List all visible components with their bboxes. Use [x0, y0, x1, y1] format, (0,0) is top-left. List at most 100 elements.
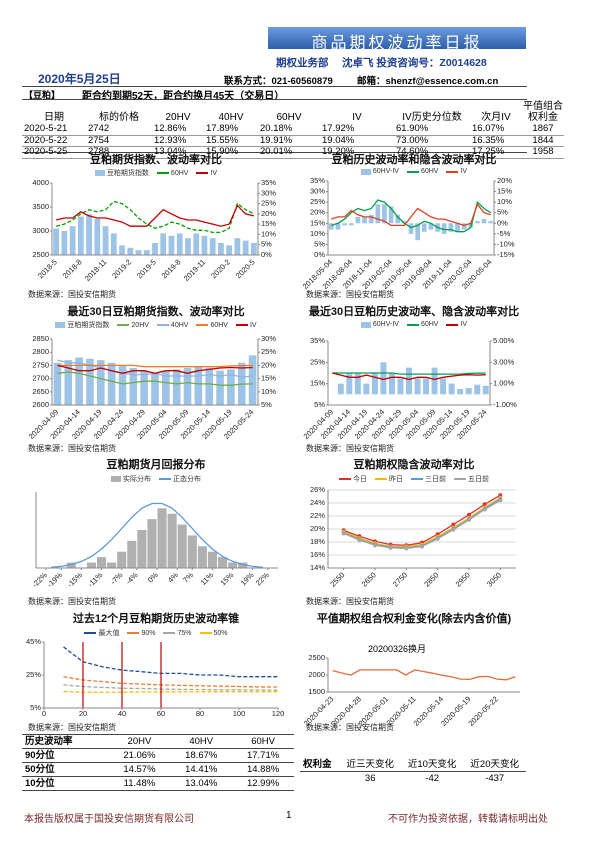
- legend-item: 正态分布: [159, 474, 201, 484]
- chart-plot: 0%5%10%15%20%25%30%35%-15%-10%-5%0%5%10%…: [301, 176, 515, 291]
- cell: 1844: [532, 134, 554, 146]
- chart-plot: -22%-19% -15% -11% -7% -4% 0% 4% 7% 11% 15% 19%22%: [30, 492, 278, 589]
- y2-tick-label: 0%: [497, 218, 508, 227]
- bar: [160, 233, 167, 255]
- legend-label: IV: [460, 168, 468, 175]
- legend-item: 60HV: [406, 168, 439, 175]
- bar: [183, 368, 192, 405]
- contact: 联系方式：021-60560879: [224, 76, 333, 87]
- bar: [355, 216, 361, 224]
- chart-panel: 0% 5% 10% 15% 20% 25% 30% 35% -15% -10% -5% 0% 5% 10%…: [298, 153, 530, 301]
- header-row: 日期 标的价格 20HV 40HV 60HV IV IV历史分位数 次月IV 平值组合权利金: [22, 100, 564, 124]
- cell: 2788: [88, 146, 110, 157]
- y-tick-label: 45%: [26, 637, 41, 646]
- y-tick-label: 35%: [310, 176, 325, 185]
- row-label: 权利金: [303, 759, 332, 770]
- chart-plot: 5%15%25%35%-1.00%1.00%3.00%5.00%2020-04-…: [302, 336, 518, 441]
- x-tick-label: 11%: [199, 570, 216, 587]
- line: [331, 202, 491, 227]
- point: [404, 546, 409, 551]
- bar: [216, 370, 224, 405]
- x-tick-label: -22%: [30, 570, 49, 589]
- rule: [22, 86, 527, 87]
- x-tick-label: 0%: [146, 570, 160, 584]
- y2-tick-label: 10%: [497, 197, 512, 206]
- legend-item: 五日前: [454, 474, 489, 484]
- y-tick-label: 2500: [308, 653, 325, 662]
- bar: [431, 367, 438, 395]
- legend-label: 60HV: [420, 168, 439, 175]
- legend-swatch: [406, 170, 419, 173]
- footer-right: 不可作为投资依据，转载请标明出处: [388, 814, 548, 825]
- bar: [75, 357, 83, 405]
- y-tick-label: 2500: [32, 250, 49, 259]
- line: [332, 669, 516, 681]
- cell: 13.04%: [154, 146, 187, 157]
- y2-tick-label: 5%: [497, 208, 508, 217]
- y-tick-label: 5%: [314, 400, 325, 409]
- section-tag: 【豆粕】: [24, 90, 61, 100]
- y2-tick-label: -15%: [497, 250, 515, 259]
- legend-label: 豆粕期货指数: [67, 322, 110, 329]
- legend-swatch: [55, 322, 66, 328]
- legend-item: IV: [446, 168, 467, 175]
- chart-title: 平值期权组合权利金变化(除去内含价值): [316, 613, 512, 625]
- chart-title: 豆粕历史波动率和隐含波动率对比: [331, 154, 497, 166]
- source-note: 数据来源：国投安信期货: [306, 723, 394, 732]
- cell: 1958: [532, 146, 554, 157]
- chart-panel: 2600 2650 2700 2750 2800 2850 5% 10% 15% 20% 25% 30…: [20, 305, 292, 455]
- legend-label: 40HV: [170, 321, 189, 329]
- y2-tick-label: -10%: [497, 239, 515, 248]
- chart-title: 最近30日豆粕历史波动率、隐含波动率对比: [308, 306, 520, 318]
- line: [55, 200, 255, 234]
- bar: [228, 562, 238, 568]
- chart-title: 豆粕期货指数、波动率对比: [90, 154, 222, 166]
- x-tick-label: 2018-5: [36, 257, 59, 280]
- legend-item: 60HV-IV: [360, 321, 399, 328]
- y-tick-label: 3000: [32, 226, 49, 235]
- bar: [194, 366, 203, 405]
- x-tick-label: 2019-8: [160, 257, 183, 280]
- cell: 1867: [532, 123, 554, 134]
- y2-tick-label: 20%: [261, 360, 276, 369]
- x-tick-label: 2020-05-22: [466, 694, 499, 727]
- column-header: 20HV: [165, 112, 191, 123]
- y-tick-label: 22%: [310, 511, 325, 520]
- y-tick-label: 35%: [310, 336, 325, 345]
- point: [388, 545, 393, 550]
- bar: [455, 223, 460, 232]
- legend: 60HV-IV 60HV IV: [298, 321, 530, 328]
- cell: 2020-5-22: [24, 134, 68, 146]
- line: [57, 371, 253, 386]
- line: [51, 502, 263, 568]
- x-tick-label: -19%: [45, 570, 64, 589]
- bar: [354, 373, 361, 395]
- legend-swatch: [446, 170, 459, 173]
- y2-tick-label: 30%: [261, 334, 276, 343]
- premium-table: 权利金 近三天变化 近10天变化 近20天变化 36 -42 -437: [300, 758, 526, 785]
- bar: [201, 235, 208, 255]
- y2-tick-label: -1.00%: [493, 400, 517, 409]
- line: [55, 204, 255, 227]
- bar: [415, 223, 420, 241]
- x-tick-label: 60: [157, 709, 165, 718]
- x-tick-label: 2750: [391, 570, 409, 588]
- bar: [172, 369, 181, 405]
- cell: 36: [364, 773, 376, 784]
- bar: [406, 367, 412, 395]
- x-tick-label: -7%: [109, 570, 125, 586]
- legend-item: 60HV: [156, 168, 188, 178]
- point: [435, 536, 440, 541]
- legend-item: IV: [235, 320, 257, 330]
- chart-title: 最近30日豆粕期货指数、波动率对比: [67, 306, 245, 318]
- point: [467, 512, 471, 517]
- y2-tick-label: 10%: [261, 229, 276, 238]
- cell: 17.92%: [322, 123, 355, 134]
- corner: 历史波动率: [25, 736, 73, 747]
- bar: [440, 378, 447, 395]
- y2-tick-label: 20%: [261, 209, 276, 218]
- bar: [457, 389, 464, 395]
- bar: [193, 233, 200, 255]
- legend-swatch: [360, 321, 371, 328]
- bar: [118, 365, 127, 405]
